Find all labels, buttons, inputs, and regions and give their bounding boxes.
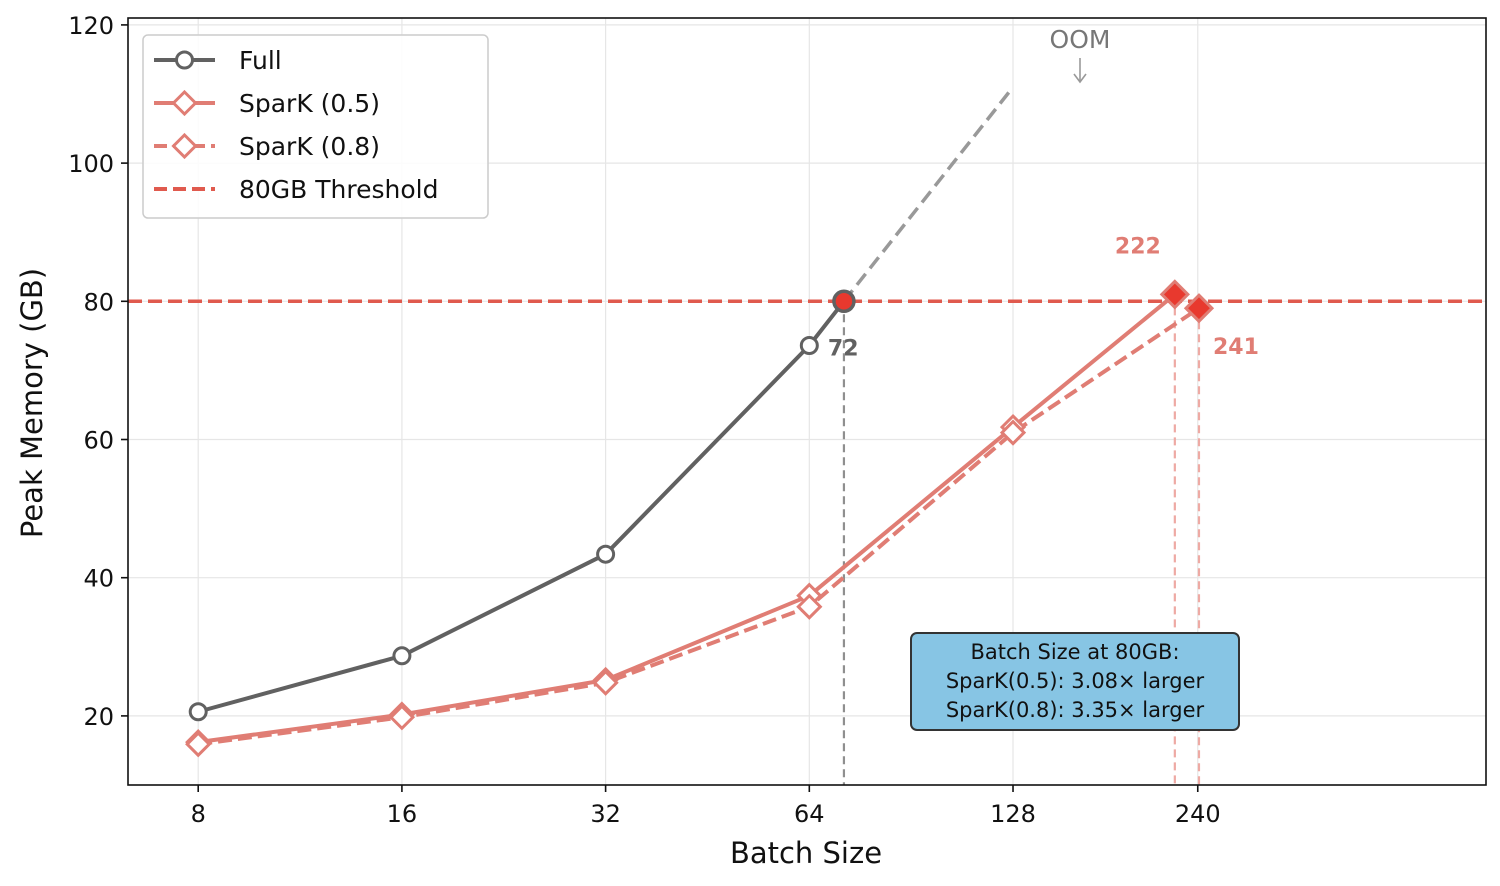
axes: 8 16 32 64 128 240 20 40 60 80 100 120: [68, 12, 1487, 828]
y-tick-label-100: 100: [68, 150, 114, 178]
series-line-full: [197, 300, 846, 714]
point-full-8: [188, 702, 208, 722]
annotation-box: Batch Size at 80GB: SparK(0.5): 3.08× la…: [910, 632, 1240, 731]
legend-item-threshold: 80GB Threshold: [154, 175, 439, 204]
point-full-64: [799, 336, 819, 356]
labels: 72 222 241: [828, 234, 1259, 361]
legend-item-full: Full: [154, 46, 282, 75]
annotation-line-2: SparK(0.5): 3.08× larger: [945, 669, 1205, 693]
x-tick-label-64: 64: [794, 800, 825, 828]
svg-text:Full: Full: [239, 46, 282, 75]
point-spark-0-8-16: [388, 704, 416, 731]
y-tick-label-20: 20: [83, 703, 114, 731]
x-tick-label-240: 240: [1175, 800, 1221, 828]
y-tick-label-120: 120: [68, 12, 114, 40]
legend-item-spark-0-5: SparK (0.5): [154, 89, 380, 118]
svg-text:SparK (0.5): SparK (0.5): [239, 89, 380, 118]
series-line-spark-0-5: [197, 292, 1177, 745]
plot-frame: [127, 17, 1487, 786]
svg-text:80GB Threshold: 80GB Threshold: [239, 175, 439, 204]
svg-text:SparK (0.8): SparK (0.8): [239, 132, 380, 161]
oom-extension-line: [842, 86, 1015, 303]
legend-item-spark-0-8: SparK (0.8): [154, 132, 380, 161]
point-spark-0-8-64: [796, 593, 823, 620]
crossing-label-spark-0-5: 222: [1115, 234, 1161, 259]
x-tick-label-8: 8: [191, 800, 206, 828]
series-line-spark-0-8: [197, 306, 1201, 747]
x-tick-label-32: 32: [590, 800, 621, 828]
y-tick-label-80: 80: [83, 288, 114, 316]
crossing-marker-spark-0-8: [1183, 293, 1215, 324]
point-spark-0-8-128: [999, 419, 1027, 446]
y-tick-label-40: 40: [83, 565, 114, 593]
annotation-line-1: Batch Size at 80GB:: [970, 640, 1180, 664]
marker-layer: [185, 279, 1215, 758]
x-tick-label-128: 128: [990, 800, 1036, 828]
legend: Full SparK (0.5) SparK (0.8) 80GB Thresh…: [142, 34, 489, 219]
crossing-marker-spark-0-5: [1159, 279, 1190, 310]
legend-box: [142, 34, 489, 219]
y-tick-label-60: 60: [83, 427, 114, 455]
oom-label: OOM: [1050, 25, 1111, 54]
x-tick-label-16: 16: [387, 800, 418, 828]
point-full-16: [392, 646, 412, 666]
crossing-label-spark-0-8: 241: [1213, 335, 1259, 360]
point-spark-0-8-8: [185, 731, 212, 758]
oom-arrow: [1073, 58, 1087, 84]
crossing-label-full: 72: [828, 336, 859, 361]
crossing-marker-full: [832, 289, 856, 314]
y-axis-title: Peak Memory (GB): [15, 268, 49, 538]
point-spark-0-8-32: [592, 669, 619, 696]
point-full-32: [596, 544, 616, 564]
annotation-line-3: SparK(0.8): 3.35× larger: [945, 698, 1205, 722]
x-axis-title: Batch Size: [730, 836, 882, 870]
